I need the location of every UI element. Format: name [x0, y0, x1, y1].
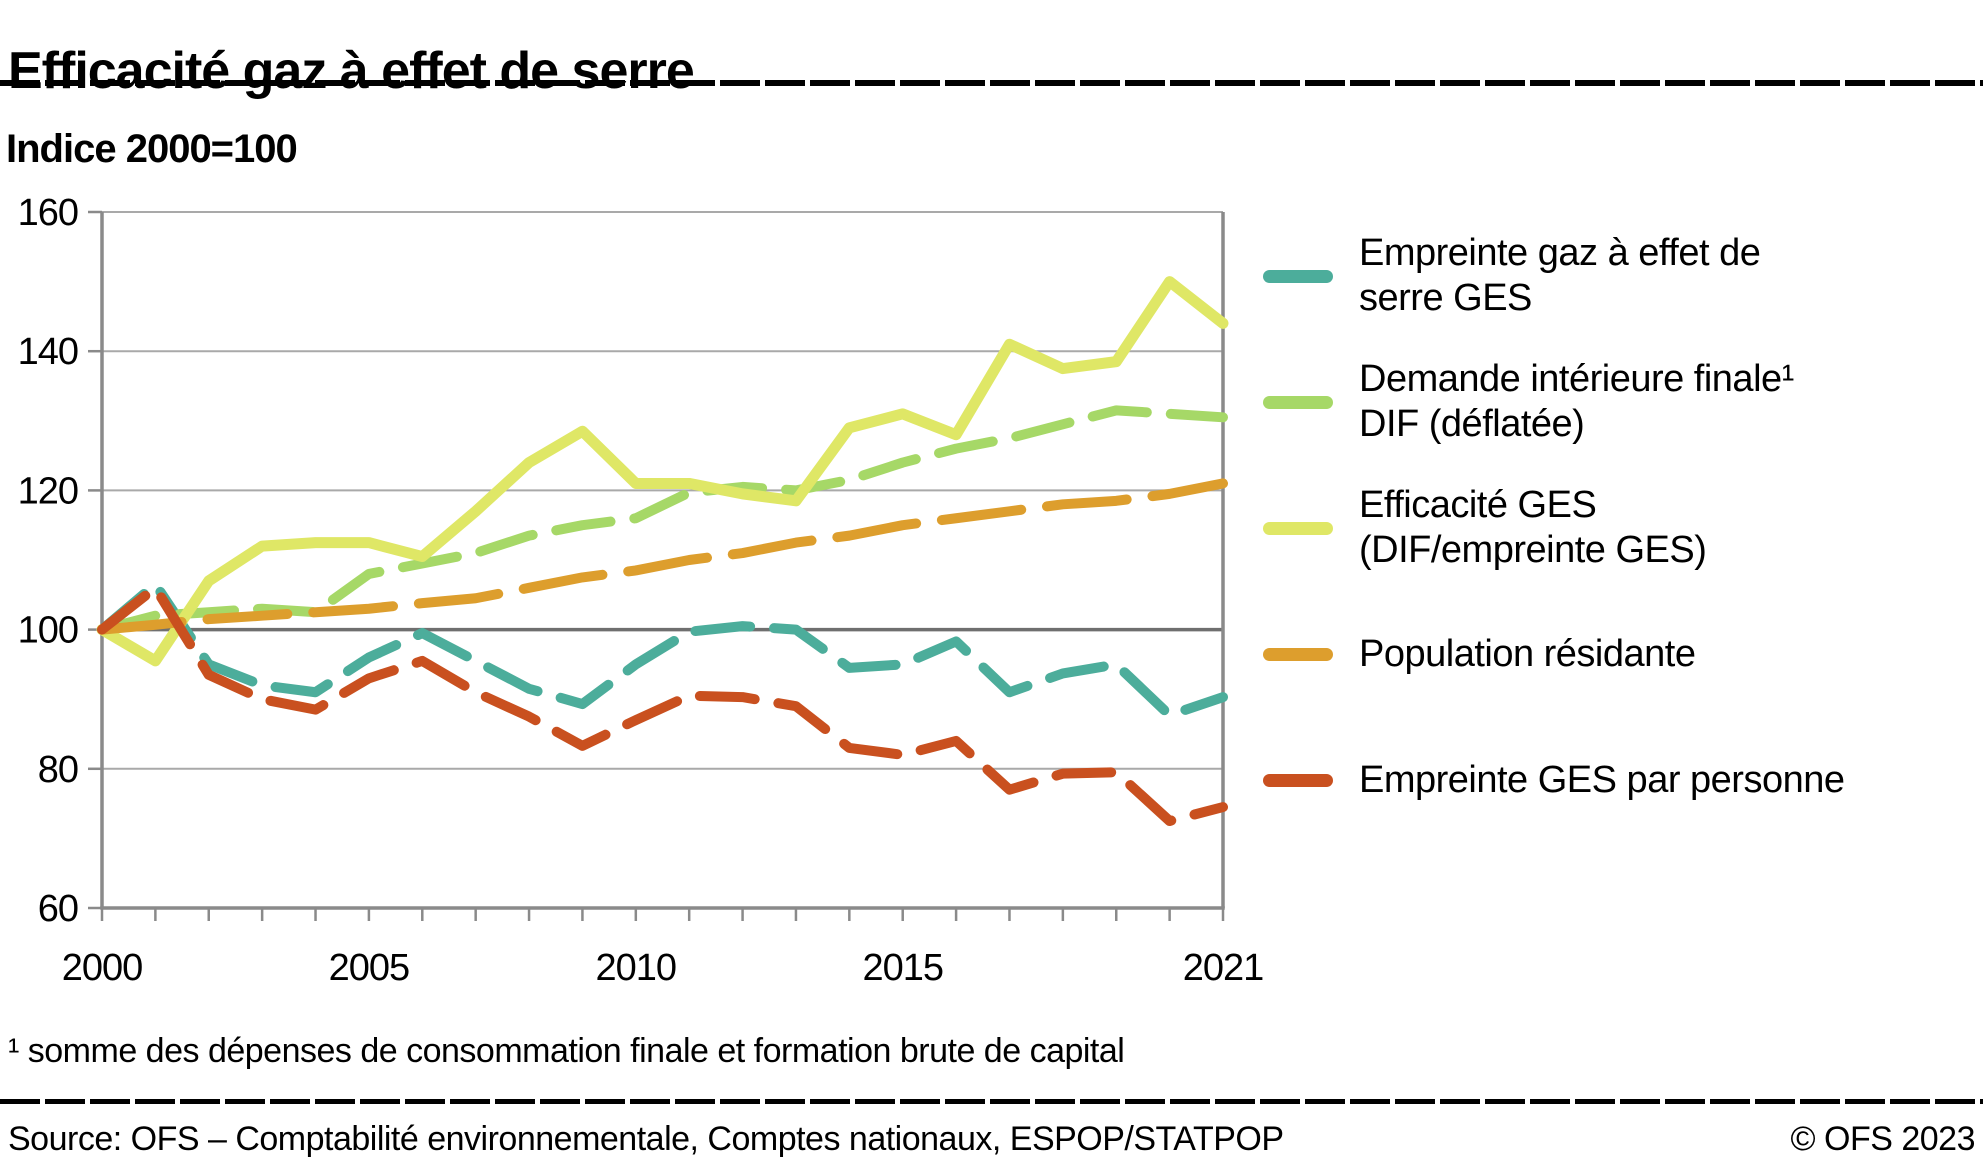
y-axis-tick-label: 120 — [18, 470, 78, 512]
copyright-text: © OFS 2023 — [1790, 1120, 1976, 1158]
footnote: ¹ somme des dépenses de consommation fin… — [8, 1032, 1125, 1070]
series-line-efficacite-ges — [96, 276, 1229, 667]
legend-swatch-efficacite-ges — [1263, 521, 1333, 535]
series-line-population-residante — [97, 478, 1228, 635]
legend-item-demande-interieure: Demande intérieure finale¹ DIF (déflatée… — [1263, 357, 1923, 447]
x-axis-tick-label: 2021 — [1183, 947, 1264, 989]
x-axis-tick-label: 2005 — [329, 947, 410, 989]
title-divider — [0, 80, 1983, 86]
y-axis-tick-label: 160 — [18, 192, 78, 234]
x-axis-tick-label: 2010 — [596, 947, 677, 989]
source-row: Source: OFS – Comptabilité environnement… — [8, 1120, 1976, 1159]
y-axis-tick-label: 60 — [38, 888, 78, 930]
x-axis-tick-label: 2015 — [862, 947, 943, 989]
legend-label: Population résidante — [1359, 632, 1696, 675]
y-axis-tick-label: 100 — [18, 610, 78, 652]
chart-legend: Empreinte gaz à effet de serre GES Deman… — [1263, 231, 1923, 825]
legend-swatch-demande-interieure — [1263, 395, 1333, 409]
legend-label: Empreinte gaz à effet de serre GES — [1359, 232, 1761, 319]
y-axis-tick-label: 80 — [38, 749, 78, 791]
series-line-empreinte-ges-par-personne — [97, 582, 1228, 826]
page-title: Efficacité gaz à effet de serre — [8, 41, 695, 100]
legend-item-efficacite-ges: Efficacité GES (DIF/empreinte GES) — [1263, 483, 1923, 573]
legend-label: Efficacité GES (DIF/empreinte GES) — [1359, 484, 1707, 571]
y-axis-tick-label: 140 — [18, 331, 78, 373]
series-line-empreinte-ges — [97, 579, 1228, 721]
x-axis-tick-label: 2000 — [62, 947, 143, 989]
legend-item-empreinte-par-personne: Empreinte GES par personne — [1263, 735, 1923, 825]
legend-swatch-population-residante — [1263, 647, 1333, 661]
chart-subtitle: Indice 2000=100 — [6, 127, 298, 171]
source-divider — [0, 1099, 1983, 1104]
legend-label: Empreinte GES par personne — [1359, 758, 1845, 801]
legend-label: Demande intérieure finale¹ DIF (déflatée… — [1359, 358, 1794, 445]
legend-swatch-empreinte-par-personne — [1263, 773, 1333, 787]
legend-swatch-empreinte-ges — [1263, 269, 1333, 283]
legend-item-empreinte-ges: Empreinte gaz à effet de serre GES — [1263, 231, 1923, 321]
legend-item-population-residante: Population résidante — [1263, 609, 1923, 699]
source-text: Source: OFS – Comptabilité environnement… — [8, 1120, 1284, 1158]
series-line-demande-interieure-finale-dif — [97, 405, 1228, 635]
